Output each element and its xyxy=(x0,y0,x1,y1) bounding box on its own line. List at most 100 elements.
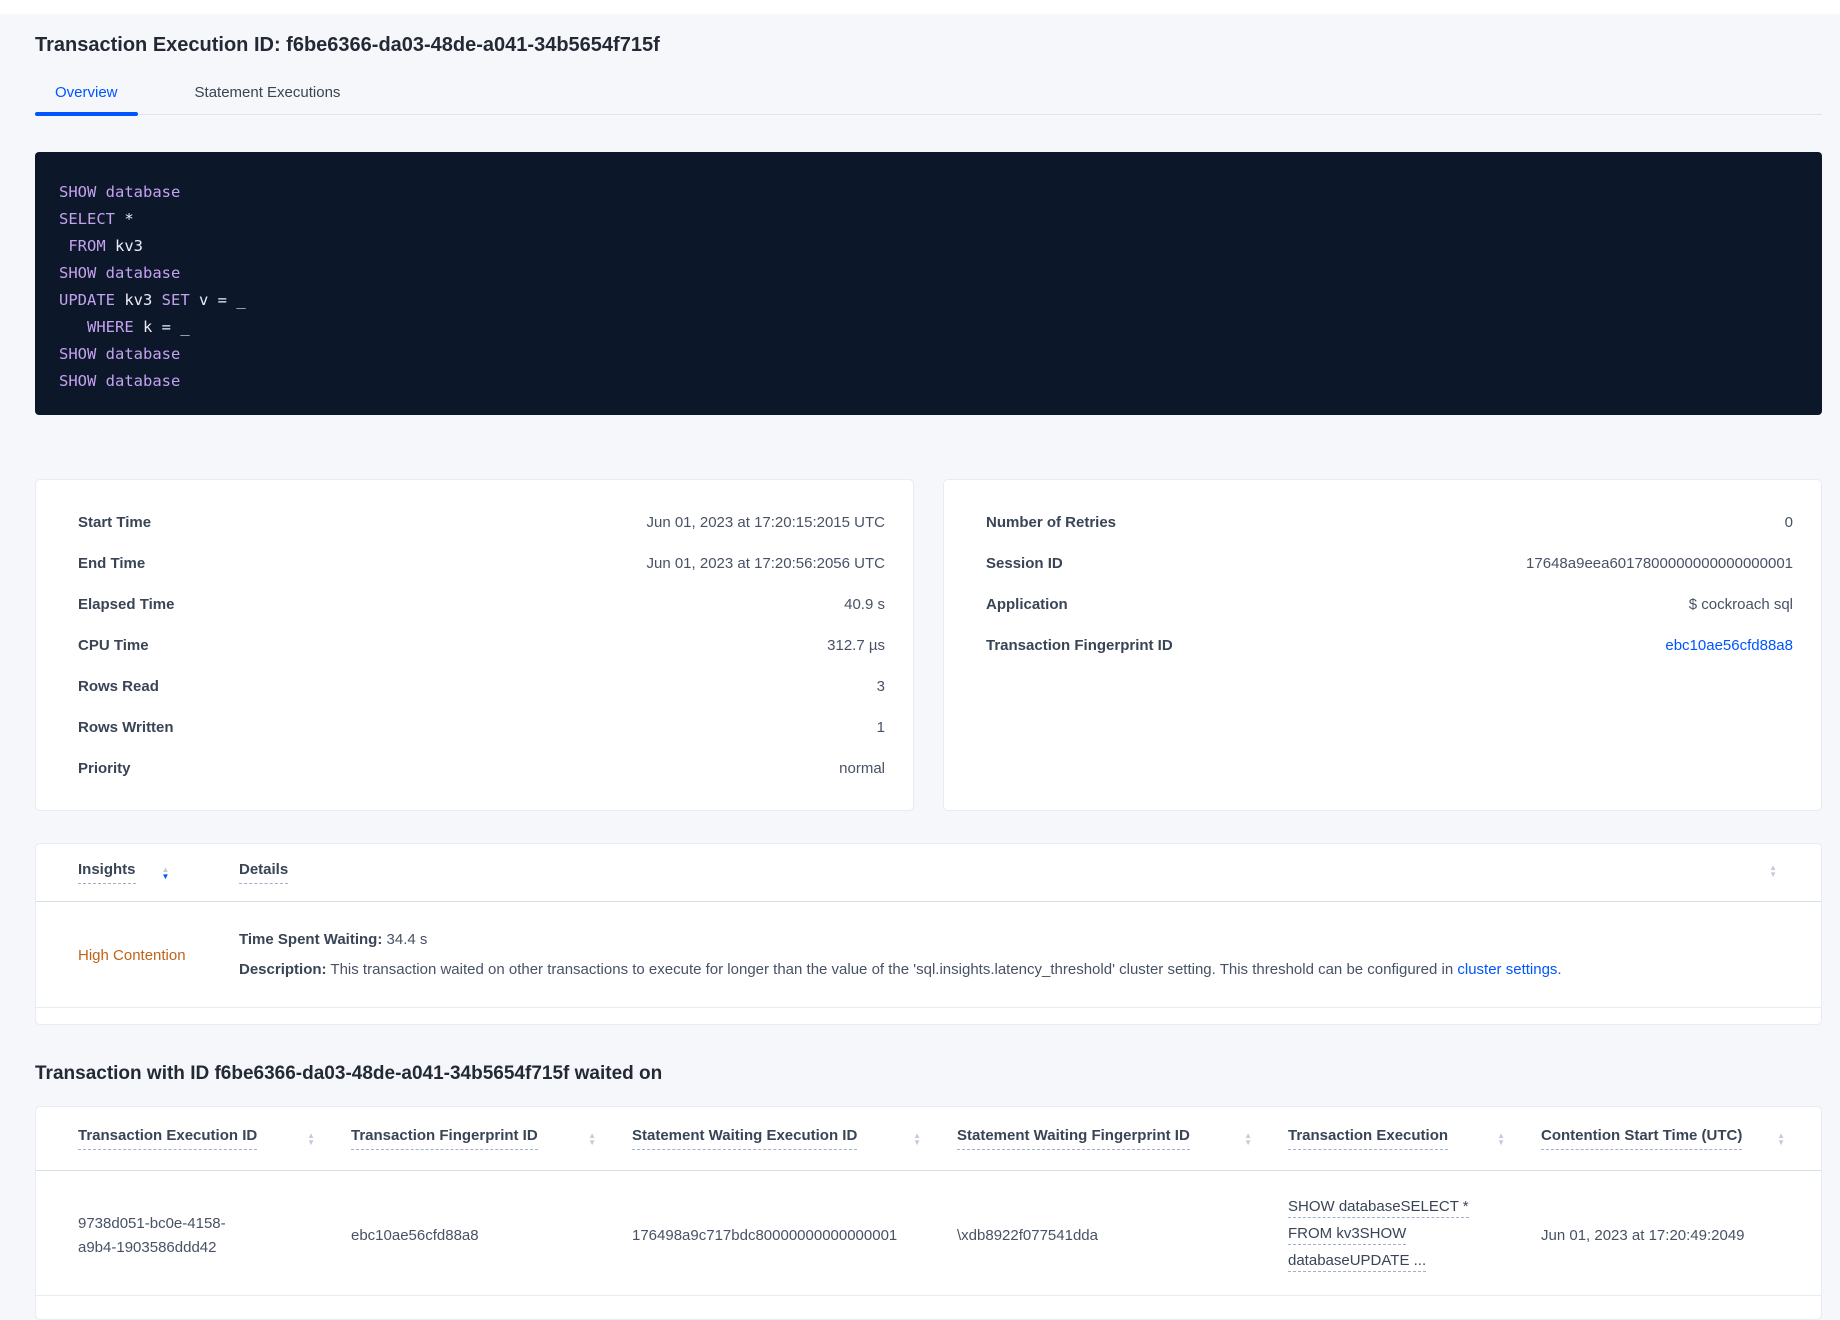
column-header[interactable]: Statement Waiting Execution ID ▲ ▼ xyxy=(632,1127,957,1150)
sort-icon[interactable]: ▲ ▼ xyxy=(307,1130,315,1147)
sort-desc-icon: ▼ xyxy=(588,1137,596,1147)
summary-label: Rows Written xyxy=(78,719,174,736)
insight-row: High Contention Time Spent Waiting: 34.4… xyxy=(36,902,1821,1008)
insight-details: Time Spent Waiting: 34.4 s Description: … xyxy=(239,925,1821,985)
sort-desc-icon: ▼ xyxy=(1777,1137,1785,1147)
description-suffix: . xyxy=(1557,961,1562,978)
summary-row: Elapsed Time 40.9 s xyxy=(78,584,885,625)
summary-value: 40.9 s xyxy=(844,596,885,613)
summary-label: Number of Retries xyxy=(986,514,1117,531)
column-header[interactable]: Transaction Execution ID ▲ ▼ xyxy=(78,1127,351,1150)
sort-asc-icon: ▲ xyxy=(1769,863,1777,872)
summary-row: Start Time Jun 01, 2023 at 17:20:15:2015 … xyxy=(78,502,885,543)
waited-on-table: Transaction Execution ID ▲ ▼ Transaction Fi… xyxy=(35,1106,1822,1320)
summary-label: Transaction Fingerprint ID xyxy=(986,637,1173,654)
transaction-fingerprint-link[interactable]: ebc10ae56cfd88a8 xyxy=(1665,637,1793,654)
column-header[interactable]: Statement Waiting Fingerprint ID ▲ ▼ xyxy=(957,1127,1288,1150)
summary-row: CPU Time 312.7 µs xyxy=(78,625,885,666)
summary-row: End Time Jun 01, 2023 at 17:20:56:2056 UT… xyxy=(78,543,885,584)
page-title: Transaction Execution ID: f6be6366-da03-… xyxy=(35,34,660,56)
transaction-details-page: Transaction Execution ID: f6be6366-da03-… xyxy=(35,34,1822,1320)
sort-asc-icon: ▲ xyxy=(588,1130,596,1140)
column-header-label[interactable]: Transaction Execution xyxy=(1288,1127,1449,1150)
summary-value: Jun 01, 2023 at 17:20:15:2015 UTC xyxy=(646,514,885,531)
sort-desc-icon: ▼ xyxy=(1497,1137,1505,1147)
transaction-fingerprint-id-cell: ebc10ae56cfd88a8 xyxy=(351,1226,479,1244)
transaction-execution-link-line[interactable]: databaseUPDATE ... xyxy=(1288,1250,1427,1272)
summary-row: Priority normal xyxy=(78,748,885,789)
column-header-label[interactable]: Statement Waiting Fingerprint ID xyxy=(957,1127,1190,1150)
statement-waiting-execution-id-cell: 176498a9c717bdc80000000000000001 xyxy=(632,1226,898,1244)
summary-value: Jun 01, 2023 at 17:20:56:2056 UTC xyxy=(646,555,885,572)
tab-statement-executions[interactable]: Statement Executions xyxy=(194,84,341,101)
sort-icon[interactable]: ▲ ▼ xyxy=(161,864,170,881)
transaction-execution-link-line[interactable]: SHOW databaseSELECT * xyxy=(1288,1196,1469,1218)
sql-line: SHOW database xyxy=(59,372,181,390)
sort-desc-icon: ▼ xyxy=(1244,1137,1252,1147)
description-text: This transaction waited on other transac… xyxy=(330,961,1454,978)
sort-desc-icon: ▼ xyxy=(307,1137,315,1147)
waited-on-table-header: Transaction Execution ID ▲ ▼ Transaction Fi… xyxy=(36,1107,1821,1171)
contention-start-time-cell: Jun 01, 2023 at 17:20:49:2049 xyxy=(1541,1226,1745,1244)
summary-row: Number of Retries 0 xyxy=(986,502,1793,543)
summary-value: 1 xyxy=(876,719,885,736)
summary-row: Transaction Fingerprint ID ebc10ae56cfd88… xyxy=(986,625,1793,666)
transaction-execution-id-cell: 9738d051-bc0e-4158-a9b4-1903586ddd42 xyxy=(78,1214,226,1256)
summary-label: Start Time xyxy=(78,514,152,531)
summary-row: Session ID 17648a9eea60178000000000000000… xyxy=(986,543,1793,584)
tab-bar: Overview Statement Executions xyxy=(35,84,1822,116)
column-header[interactable]: Transaction Execution ▲ ▼ xyxy=(1288,1127,1541,1150)
sort-asc-icon: ▲ xyxy=(161,864,170,874)
cluster-settings-link[interactable]: cluster settings xyxy=(1457,961,1558,978)
sort-icon[interactable]: ▲ ▼ xyxy=(588,1130,596,1147)
sort-asc-icon: ▲ xyxy=(1777,1130,1785,1140)
sql-line: UPDATE kv3 SET v = _ xyxy=(59,291,246,309)
details-column-label[interactable]: Details xyxy=(239,861,289,884)
sort-desc-icon: ▼ xyxy=(1769,870,1777,879)
summary-row: Application $ cockroach sql xyxy=(986,584,1793,625)
column-header[interactable]: Contention Start Time (UTC) ▲ ▼ xyxy=(1541,1127,1821,1150)
sql-line: SHOW database xyxy=(59,264,181,282)
sort-desc-icon: ▼ xyxy=(161,871,170,881)
sql-line: FROM kv3 xyxy=(68,237,143,255)
sql-statements-box: SHOW database SELECT * FROM kv3 SHOW datab… xyxy=(35,152,1822,415)
summary-value: $ cockroach sql xyxy=(1688,596,1793,613)
statement-waiting-fingerprint-id-cell: \xdb8922f077541dda xyxy=(957,1226,1098,1244)
time-spent-waiting: Time Spent Waiting: 34.4 s xyxy=(239,925,1821,955)
summary-value: 3 xyxy=(876,678,885,695)
sort-icon[interactable]: ▲ ▼ xyxy=(1777,1130,1785,1147)
insights-column-label[interactable]: Insights xyxy=(78,861,136,884)
top-strip xyxy=(0,0,1840,14)
summary-cards-row: Start Time Jun 01, 2023 at 17:20:15:2015 … xyxy=(35,479,1822,811)
sort-icon[interactable]: ▲ ▼ xyxy=(913,1131,921,1146)
column-header-label[interactable]: Transaction Fingerprint ID xyxy=(351,1127,538,1150)
sort-icon[interactable]: ▲ ▼ xyxy=(1497,1130,1505,1147)
sort-asc-icon: ▲ xyxy=(307,1130,315,1140)
sort-icon[interactable]: ▲ ▼ xyxy=(1244,1131,1252,1147)
summary-value: 312.7 µs xyxy=(827,637,885,654)
transaction-execution-cell: SHOW databaseSELECT * FROM kv3SHOW databas… xyxy=(1288,1195,1541,1276)
summary-label: Priority xyxy=(78,760,131,777)
column-header[interactable]: Transaction Fingerprint ID ▲ ▼ xyxy=(351,1127,632,1150)
sort-icon[interactable]: ▲ ▼ xyxy=(1769,863,1777,879)
transaction-execution-link-line[interactable]: FROM kv3SHOW xyxy=(1288,1223,1407,1245)
summary-label: Rows Read xyxy=(78,678,159,695)
column-header-label[interactable]: Contention Start Time (UTC) xyxy=(1541,1127,1743,1150)
execution-summary-card: Start Time Jun 01, 2023 at 17:20:15:2015 … xyxy=(35,479,914,811)
summary-value: normal xyxy=(839,760,885,777)
insight-type-label: High Contention xyxy=(78,946,186,964)
sort-asc-icon: ▲ xyxy=(1497,1130,1505,1140)
tab-overview[interactable]: Overview xyxy=(35,84,138,116)
summary-label: CPU Time xyxy=(78,637,149,654)
summary-label: Session ID xyxy=(986,555,1063,572)
session-summary-card: Number of Retries 0 Session ID 17648a9eea60… xyxy=(943,479,1822,811)
column-header-label[interactable]: Transaction Execution ID xyxy=(78,1127,258,1150)
insight-description: Description: This transaction waited on … xyxy=(239,955,1821,985)
insights-table: Insights ▲ ▼ Details ▲ ▼ High Contention T… xyxy=(35,843,1822,1025)
waited-on-heading: Transaction with ID f6be6366-da03-48de-a… xyxy=(35,1063,663,1084)
insights-column-header[interactable]: Insights ▲ ▼ xyxy=(78,861,239,884)
summary-row: Rows Written 1 xyxy=(78,707,885,748)
summary-label: Application xyxy=(986,596,1068,613)
column-header-label[interactable]: Statement Waiting Execution ID xyxy=(632,1127,858,1150)
time-spent-waiting-label: Time Spent Waiting: xyxy=(239,931,383,948)
